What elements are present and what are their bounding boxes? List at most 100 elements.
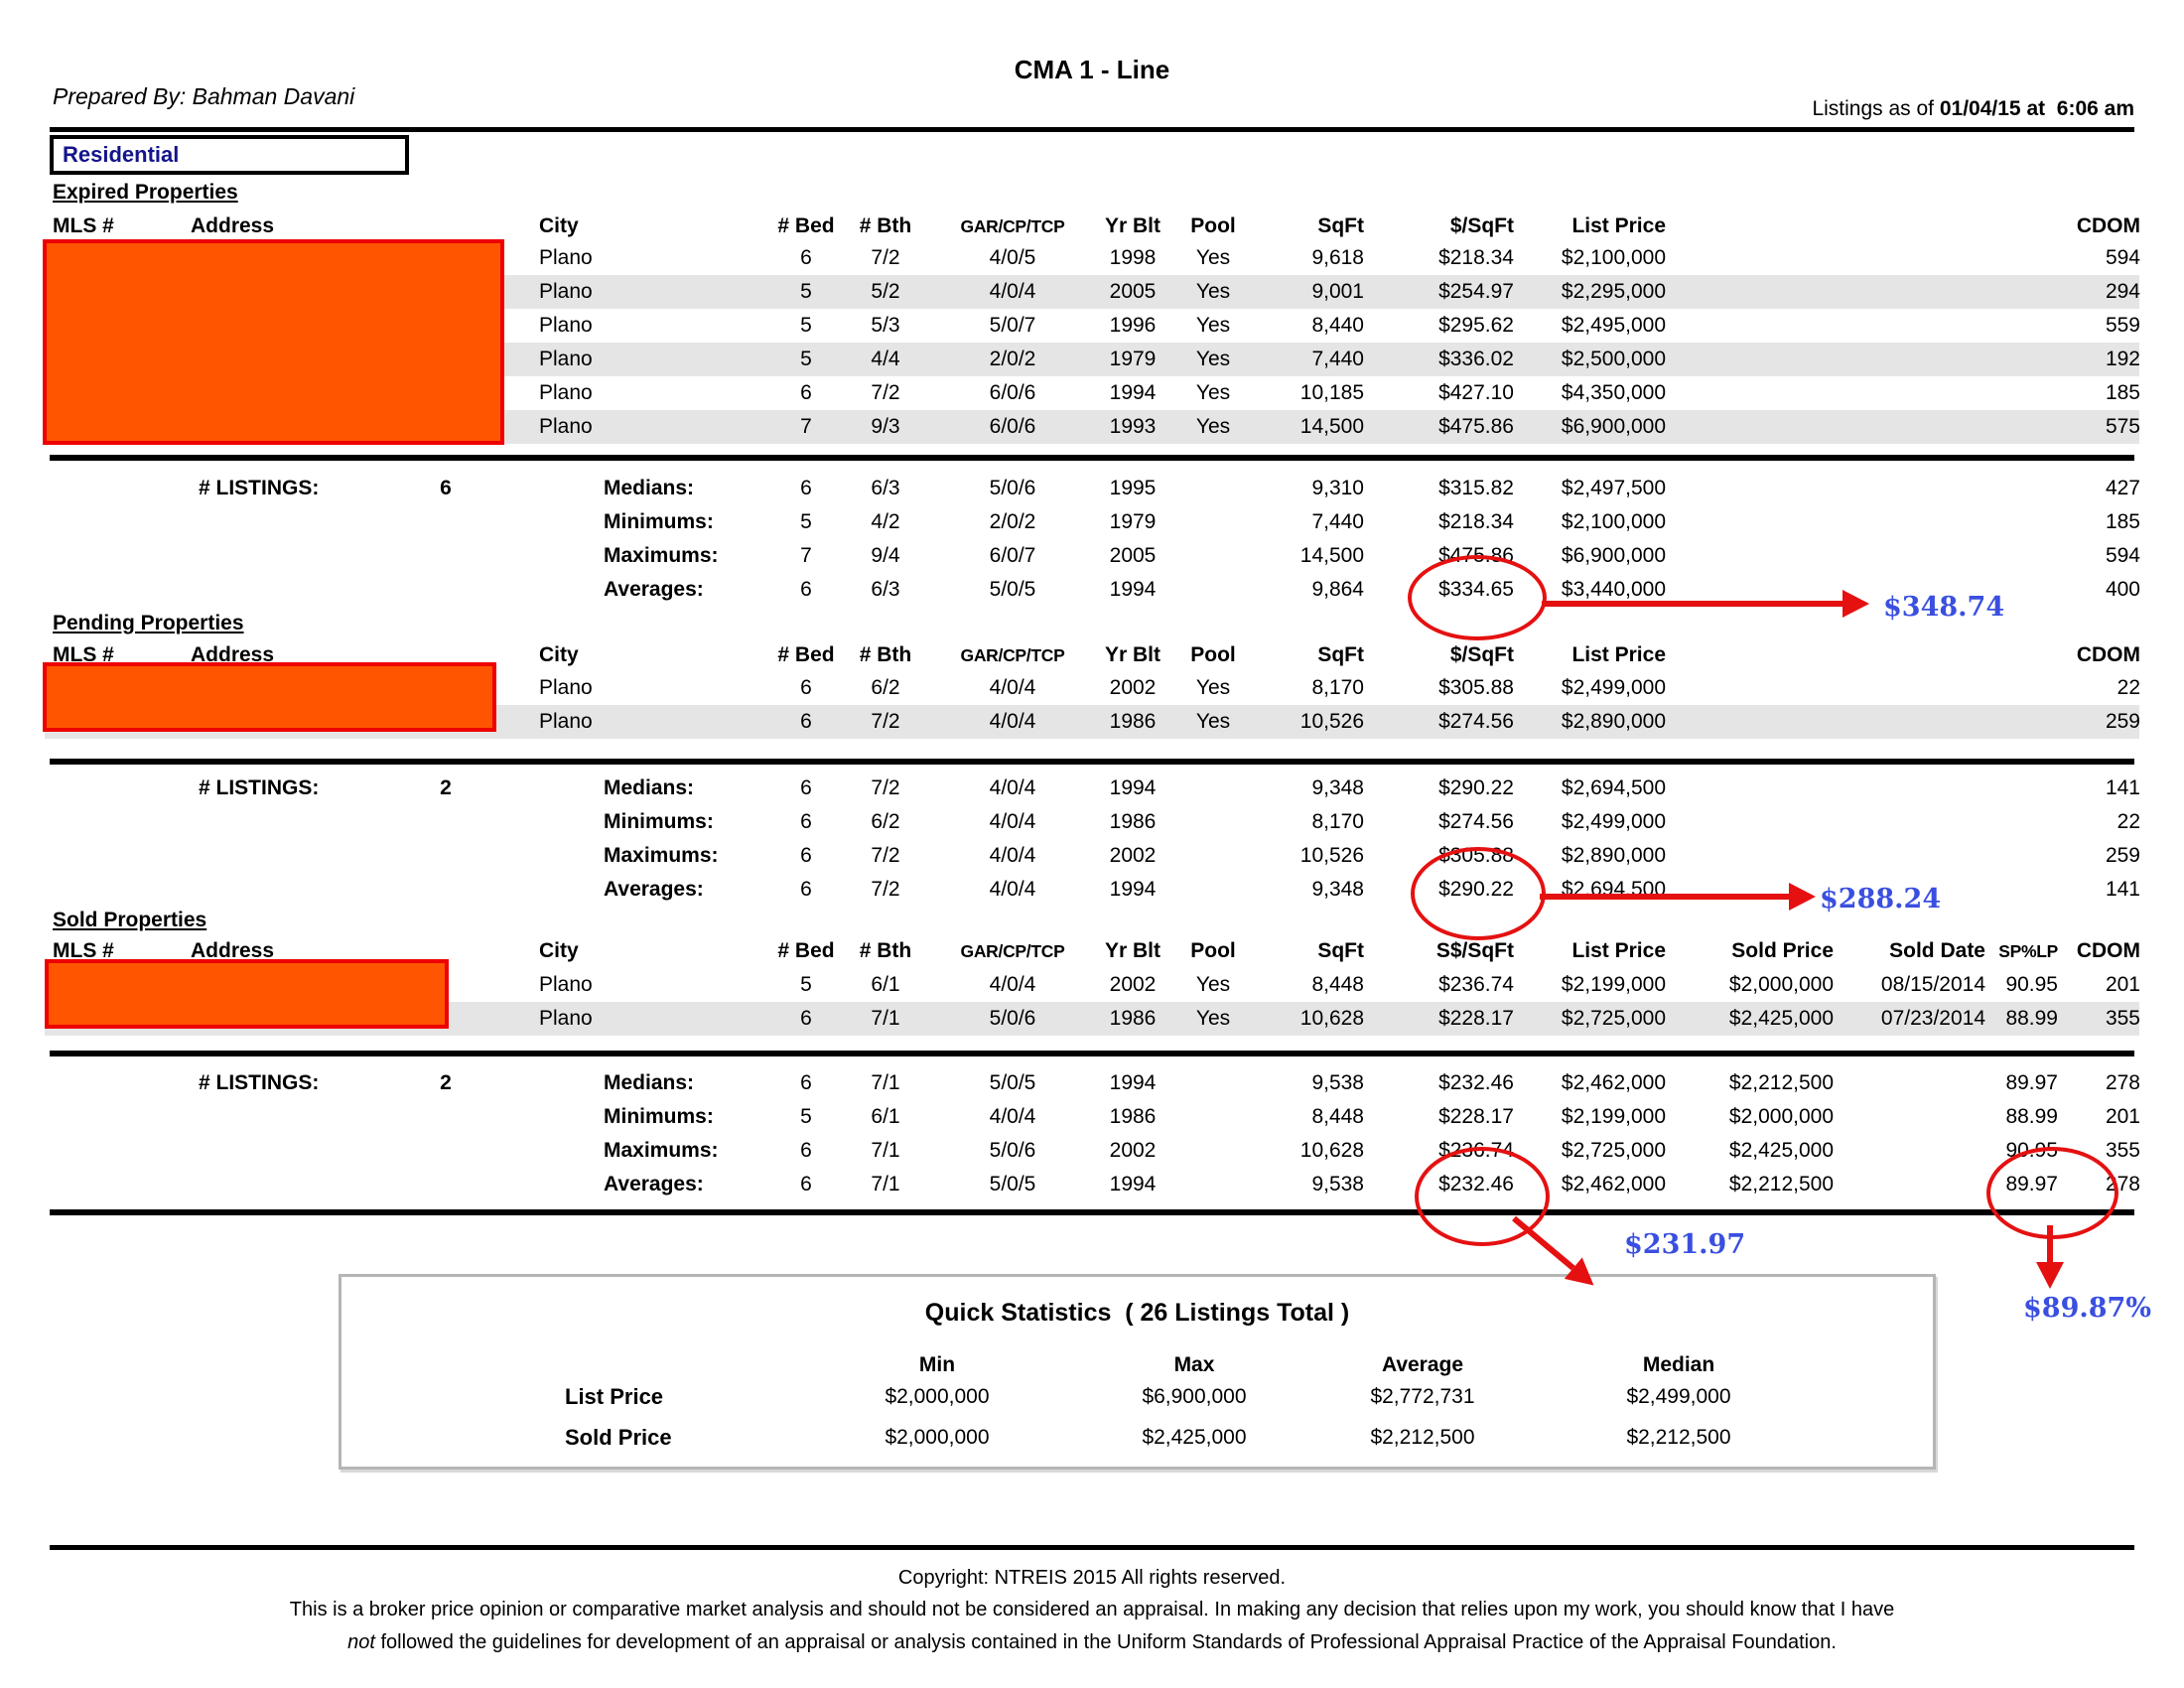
cell-bed: 6: [800, 676, 812, 699]
cell-cdom: 201: [2105, 1105, 2140, 1128]
cell-psqft: $274.56: [1438, 710, 1514, 733]
cell-bed: 6: [800, 810, 812, 833]
qs-row-label: List Price: [565, 1384, 664, 1409]
cell-city: Plano: [539, 676, 593, 699]
col-bed: # Bed: [777, 643, 835, 666]
arrow-shaft: [1540, 894, 1789, 900]
summary-row-medians: # LISTINGS: 2 Medians: 6 7/1 5/0/5 1994 9,538 $2…: [45, 1066, 2140, 1100]
cell-bed: 6: [800, 1007, 812, 1030]
summary-row-maximums: Maximums: 7 9/4 6/0/7 2005 14,500 $475.86 $6,90…: [45, 539, 2140, 573]
cell-sqft: 10,628: [1299, 1139, 1364, 1162]
stat-label: Minimums:: [604, 510, 714, 533]
col-cdom: CDOM: [2076, 939, 2140, 962]
listings-asof-date: 01/04/15 at 6:06 am: [1939, 97, 2134, 120]
cell-yrblt: 2005: [1109, 544, 1157, 567]
annotation-value-pending: $288.24: [1820, 884, 1942, 914]
cell-bth: 9/3: [871, 415, 900, 438]
stat-label: Minimums:: [604, 1105, 714, 1128]
qs-value-median: $2,499,000: [1626, 1385, 1731, 1408]
cell-cdom: 22: [2116, 810, 2140, 833]
cell-city: Plano: [539, 710, 593, 733]
cell-city: Plano: [539, 246, 593, 269]
cell-list-price: $2,462,000: [1561, 1071, 1666, 1094]
cell-sold-price: $2,212,500: [1728, 1071, 1834, 1094]
cell-sold-price: $2,425,000: [1728, 1007, 1834, 1030]
col-pool: Pool: [1190, 643, 1236, 666]
col-psqft: $/SqFt: [1449, 643, 1514, 666]
listings-asof: Listings as of 01/04/15 at 6:06 am: [1390, 97, 2134, 121]
qs-value-average: $2,772,731: [1370, 1385, 1475, 1408]
cell-bth: 6/2: [871, 810, 900, 833]
qs-value-max: $6,900,000: [1142, 1385, 1247, 1408]
quick-statistics-box: Quick Statistics ( 26 Listings Total ) M…: [339, 1274, 1936, 1470]
pending-header-row: MLS # Address City # Bed # Bth GAR/CP/TC…: [45, 638, 2140, 672]
cell-list-price: $2,499,000: [1561, 676, 1666, 699]
annotation-arrow-expired: [1542, 590, 1869, 618]
cell-bth: 7/2: [871, 776, 900, 799]
cell-sqft: 9,864: [1311, 578, 1364, 601]
col-pool: Pool: [1190, 939, 1236, 962]
cell-list-price: $2,890,000: [1561, 844, 1666, 867]
cell-pool: Yes: [1195, 676, 1231, 699]
col-address: Address: [191, 939, 275, 962]
col-yrblt: Yr Blt: [1104, 214, 1160, 237]
col-cdom: CDOM: [2076, 643, 2140, 666]
cell-sqft: 14,500: [1299, 415, 1364, 438]
num-listings-value: 2: [440, 1071, 452, 1094]
cell-yrblt: 1995: [1109, 477, 1157, 499]
summary-row-minimums: Minimums: 5 4/2 2/0/2 1979 7,440 $218.34 $2,100…: [45, 505, 2140, 539]
cell-bed: 5: [800, 510, 812, 533]
page-title: CMA 1 - Line: [1014, 55, 1170, 84]
annotation-ellipse-expired-avg: [1408, 555, 1547, 640]
cell-splp: 88.99: [2005, 1007, 2058, 1030]
cell-cdom: 141: [2105, 776, 2140, 799]
col-splp: SP%LP: [1998, 941, 2058, 961]
cell-pool: Yes: [1195, 314, 1231, 337]
cell-psqft: $290.22: [1438, 776, 1514, 799]
cell-cdom: 559: [2105, 314, 2140, 337]
col-pool: Pool: [1190, 214, 1236, 237]
cell-bed: 6: [800, 1173, 812, 1196]
cell-yrblt: 1996: [1109, 314, 1157, 337]
col-cdom: CDOM: [2076, 214, 2140, 237]
summary-row-averages: Averages: 6 7/1 5/0/5 1994 9,538 $232.46 $2,462…: [45, 1168, 2140, 1201]
cell-sqft: 9,618: [1311, 246, 1364, 269]
cell-spsqft: $228.17: [1438, 1007, 1514, 1030]
cell-cdom: 201: [2105, 973, 2140, 996]
cell-bth: 5/3: [871, 314, 900, 337]
disclaimer-line2: not followed the guidelines for developm…: [0, 1629, 2184, 1655]
cell-spsqft: $236.74: [1438, 973, 1514, 996]
col-mls: MLS #: [53, 214, 114, 237]
cell-cdom: 575: [2105, 415, 2140, 438]
cell-sold-price: $2,000,000: [1728, 973, 1834, 996]
cell-spsqft: $228.17: [1438, 1105, 1514, 1128]
cell-bed: 5: [800, 1105, 812, 1128]
cell-gar: 5/0/5: [989, 1173, 1036, 1196]
cell-cdom: 594: [2105, 544, 2140, 567]
cell-bed: 5: [800, 348, 812, 370]
col-city: City: [539, 643, 579, 666]
cell-yrblt: 1998: [1109, 246, 1157, 269]
cell-gar: 4/0/4: [989, 844, 1036, 867]
cell-cdom: 294: [2105, 280, 2140, 303]
cell-sqft: 8,448: [1311, 973, 1364, 996]
cell-cdom: 278: [2105, 1071, 2140, 1094]
cell-yrblt: 1994: [1109, 878, 1157, 901]
cell-cdom: 141: [2105, 878, 2140, 901]
cell-bth: 6/3: [871, 578, 900, 601]
cell-gar: 4/0/4: [989, 973, 1036, 996]
qs-col-max: Max: [1173, 1353, 1215, 1376]
col-address: Address: [191, 643, 275, 666]
cell-pool: Yes: [1195, 1007, 1231, 1030]
cell-sold-price: $2,000,000: [1728, 1105, 1834, 1128]
cell-city: Plano: [539, 314, 593, 337]
cell-cdom: 400: [2105, 578, 2140, 601]
cell-cdom: 427: [2105, 477, 2140, 499]
cell-bed: 6: [800, 246, 812, 269]
sold-header-row: MLS # Address City # Bed # Bth GAR/CP/TC…: [45, 934, 2140, 968]
cell-gar: 4/0/4: [989, 676, 1036, 699]
redaction-box-sold: [45, 959, 449, 1029]
stat-label: Medians:: [604, 477, 695, 499]
cell-bed: 6: [800, 844, 812, 867]
